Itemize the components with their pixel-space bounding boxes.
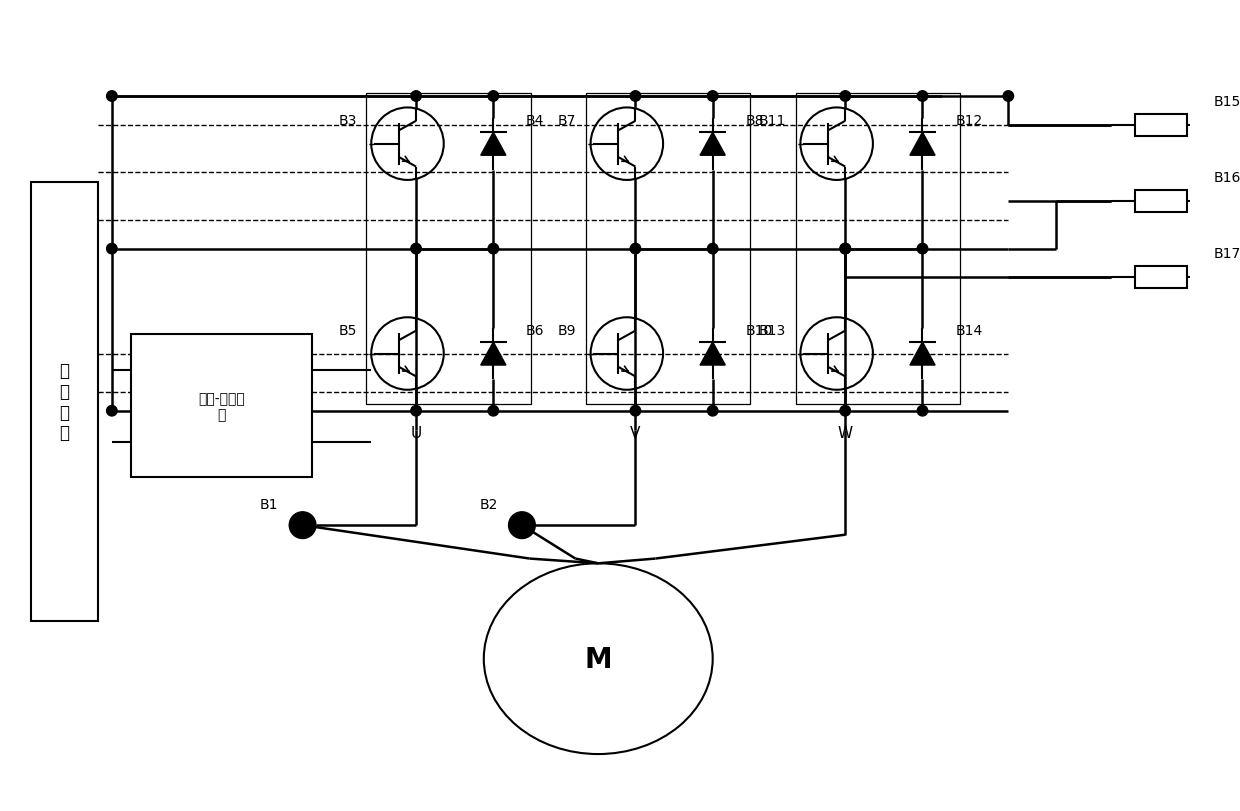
- Circle shape: [107, 92, 117, 102]
- Circle shape: [839, 244, 851, 255]
- Circle shape: [107, 244, 117, 255]
- Circle shape: [410, 92, 422, 102]
- Polygon shape: [701, 133, 725, 156]
- Circle shape: [107, 406, 117, 417]
- Text: B9: B9: [558, 324, 577, 337]
- Text: B1: B1: [260, 497, 279, 511]
- Bar: [585, 94, 750, 405]
- Text: B5: B5: [339, 324, 357, 337]
- Text: B3: B3: [339, 114, 357, 127]
- Text: W: W: [838, 426, 853, 440]
- Text: B11: B11: [759, 114, 786, 127]
- Text: B13: B13: [759, 324, 786, 337]
- Text: B14: B14: [955, 324, 982, 337]
- Text: 控
制
装
置: 控 制 装 置: [60, 362, 69, 442]
- Circle shape: [489, 92, 498, 102]
- Text: B8: B8: [745, 114, 764, 127]
- Bar: [31, 182, 98, 620]
- Bar: [796, 94, 960, 405]
- Circle shape: [918, 92, 928, 102]
- Bar: [367, 94, 531, 405]
- Text: B15: B15: [1214, 95, 1240, 109]
- Circle shape: [630, 244, 641, 255]
- Text: B7: B7: [558, 114, 577, 127]
- Bar: [1135, 191, 1187, 212]
- Circle shape: [489, 244, 498, 255]
- Circle shape: [839, 406, 851, 417]
- Polygon shape: [910, 342, 935, 366]
- Text: V: V: [630, 426, 641, 440]
- Text: M: M: [584, 645, 613, 673]
- Text: B16: B16: [1214, 171, 1240, 185]
- Circle shape: [839, 244, 851, 255]
- Circle shape: [489, 406, 498, 417]
- Circle shape: [630, 92, 641, 102]
- Circle shape: [839, 92, 851, 102]
- Text: B2: B2: [480, 497, 497, 511]
- Circle shape: [508, 513, 536, 539]
- Circle shape: [410, 244, 422, 255]
- Text: B4: B4: [526, 114, 544, 127]
- Circle shape: [289, 513, 316, 539]
- Polygon shape: [481, 133, 506, 156]
- Polygon shape: [481, 342, 506, 366]
- Text: B17: B17: [1214, 247, 1240, 261]
- Text: B6: B6: [526, 324, 544, 337]
- Circle shape: [410, 406, 422, 417]
- Circle shape: [708, 244, 718, 255]
- Circle shape: [708, 92, 718, 102]
- Text: 供能-储能装
置: 供能-储能装 置: [198, 392, 246, 422]
- Circle shape: [1003, 92, 1013, 102]
- Text: B10: B10: [745, 324, 773, 337]
- Bar: [1135, 114, 1187, 136]
- Polygon shape: [701, 342, 725, 366]
- Circle shape: [918, 244, 928, 255]
- Text: U: U: [410, 426, 422, 440]
- Bar: [1135, 267, 1187, 289]
- Circle shape: [918, 406, 928, 417]
- Bar: [131, 335, 312, 478]
- Text: B12: B12: [955, 114, 982, 127]
- Circle shape: [708, 406, 718, 417]
- Polygon shape: [910, 133, 935, 156]
- Circle shape: [630, 406, 641, 417]
